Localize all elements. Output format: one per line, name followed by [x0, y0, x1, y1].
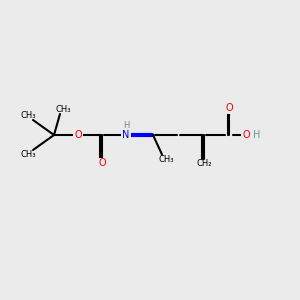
Text: CH₂: CH₂ [196, 159, 212, 168]
Text: CH₃: CH₃ [21, 150, 36, 159]
Text: H: H [123, 122, 129, 130]
Text: CH₃: CH₃ [21, 111, 36, 120]
Text: O: O [74, 130, 82, 140]
Text: CH₃: CH₃ [159, 154, 174, 164]
Text: O: O [226, 103, 233, 113]
Text: H: H [253, 130, 260, 140]
Text: O: O [242, 130, 250, 140]
Text: N: N [122, 130, 130, 140]
Text: CH₃: CH₃ [55, 105, 71, 114]
Text: O: O [98, 158, 106, 169]
